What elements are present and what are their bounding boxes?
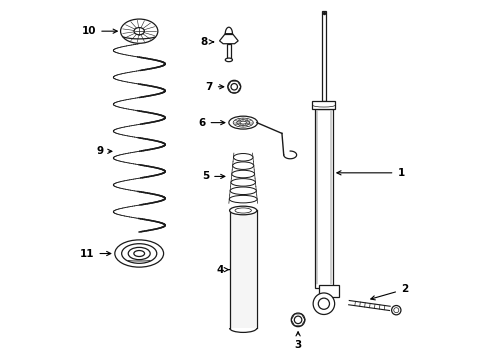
Polygon shape [220,34,238,44]
Text: 8: 8 [200,37,214,47]
Ellipse shape [233,153,253,161]
Text: 6: 6 [198,118,225,128]
Ellipse shape [229,195,257,203]
Bar [315,109,333,288]
Bar [227,44,231,60]
Circle shape [294,316,302,324]
Ellipse shape [134,251,145,257]
Circle shape [392,306,401,315]
Ellipse shape [237,120,250,126]
Bar [322,12,326,101]
Text: 2: 2 [371,284,408,300]
Text: 10: 10 [82,26,117,36]
Ellipse shape [229,116,258,129]
Circle shape [313,293,335,315]
Circle shape [291,313,305,327]
Ellipse shape [230,187,256,194]
Ellipse shape [225,58,232,62]
Text: 1: 1 [337,168,405,178]
Circle shape [318,298,329,309]
Ellipse shape [240,121,246,124]
Bar [230,211,256,328]
Text: 4: 4 [216,265,229,275]
Bar [319,285,339,297]
Ellipse shape [231,179,255,186]
Ellipse shape [232,170,255,178]
Ellipse shape [128,247,150,260]
Ellipse shape [134,28,145,35]
Circle shape [394,308,399,313]
Ellipse shape [115,240,164,267]
Text: 11: 11 [80,248,111,258]
Bar [313,101,335,109]
Ellipse shape [122,244,157,263]
Text: 3: 3 [294,332,302,350]
Circle shape [228,80,241,93]
Text: 5: 5 [202,171,225,181]
Text: 7: 7 [205,82,224,92]
Ellipse shape [235,208,251,213]
Ellipse shape [233,162,254,170]
Text: 9: 9 [96,146,112,156]
Circle shape [231,84,238,90]
Ellipse shape [121,19,158,43]
Ellipse shape [233,118,253,127]
Ellipse shape [230,206,257,215]
